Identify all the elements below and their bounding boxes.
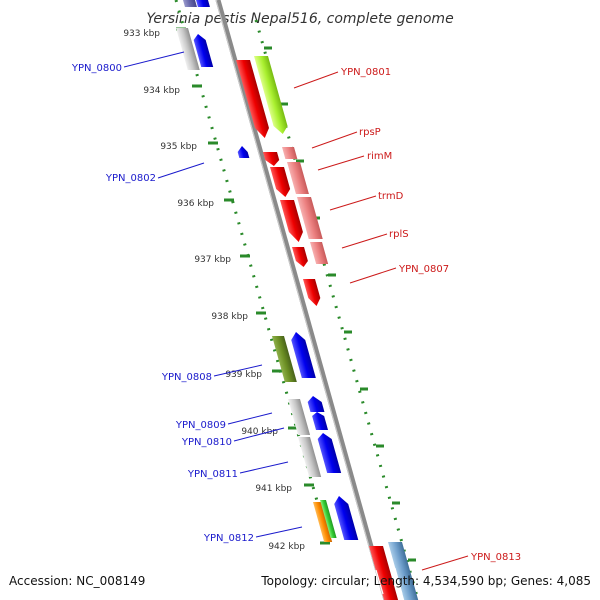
gene-label-ypn-0801[interactable]: YPN_0801: [340, 67, 391, 78]
gene-rpsp-red: [263, 152, 280, 166]
gene-ypn-0812-orange: [313, 502, 333, 542]
gene-label-ypn-0800[interactable]: YPN_0800: [71, 63, 122, 74]
gene-label-ypn-0802[interactable]: YPN_0802: [105, 173, 156, 184]
gene-label-ypn-0812[interactable]: YPN_0812: [203, 533, 254, 544]
genome-backbone: [215, 0, 389, 600]
gene-label-trmd[interactable]: trmD: [378, 191, 404, 202]
topology-text: Topology: circular; Length: 4,534,590 bp…: [260, 574, 591, 588]
gene-ypn-0809-blue: [307, 396, 325, 412]
kbp-label: 939 kbp: [225, 370, 262, 380]
left-gene-labels: YPN_0800 YPN_0802 YPN_0808 YPN_0809 YPN_…: [71, 63, 254, 544]
accession-text: Accession: NC_008149: [9, 574, 145, 588]
kbp-labels: 933 kbp 934 kbp 935 kbp 936 kbp 937 kbp …: [123, 29, 305, 552]
gene-label-ypn-0808[interactable]: YPN_0808: [161, 372, 212, 383]
genome-backbone-highlight: [215, 0, 385, 600]
gene-ypn-0812-blue: [334, 496, 359, 540]
gene-label-ypn-0807[interactable]: YPN_0807: [398, 264, 449, 275]
gene-trmd-pink: [297, 197, 323, 239]
kbp-label: 933 kbp: [123, 29, 160, 39]
gene-label-rpsp[interactable]: rpsP: [359, 127, 381, 138]
gene-ypn-0810-blue: [312, 412, 329, 430]
gene-ypn-0801-red: [236, 60, 269, 138]
kbp-label: 937 kbp: [194, 255, 231, 265]
gene-ypn-0808-olive: [272, 336, 297, 382]
gene-ypn-0809-gray: [288, 399, 311, 435]
kbp-label: 936 kbp: [177, 199, 214, 209]
gene-rpls-pink: [310, 242, 329, 264]
kbp-label: 934 kbp: [143, 86, 180, 96]
kbp-label: 938 kbp: [211, 312, 248, 322]
kbp-label: 941 kbp: [255, 484, 292, 494]
gene-ypn-0800-blue: [193, 34, 214, 67]
gene-ypn-0808-blue: [291, 332, 316, 378]
gene-top-partial-slate: [183, 0, 197, 7]
gene-ypn-0802-small: [237, 146, 250, 158]
left-leader-lines: [123, 51, 303, 538]
gene-label-ypn-0811[interactable]: YPN_0811: [187, 469, 238, 480]
gene-ypn-0807-red: [303, 279, 321, 306]
gene-label-rpls[interactable]: rplS: [389, 229, 409, 240]
gene-rpsp-pink: [282, 147, 298, 159]
right-leader-lines: [293, 71, 469, 571]
gene-ypn-0811-blue: [317, 433, 342, 473]
gene-label-ypn-0810[interactable]: YPN_0810: [181, 437, 232, 448]
gene-ypn-0800-gray: [176, 28, 200, 70]
gene-ypn-0812-green: [320, 500, 337, 538]
gene-label-ypn-0809[interactable]: YPN_0809: [175, 420, 226, 431]
gene-ypn-0813-stripes: [375, 567, 403, 595]
gene-ypn-0801-lime: [254, 56, 288, 134]
gene-ypn-0813-steel: [388, 542, 419, 600]
gene-label-rimm[interactable]: rimM: [367, 151, 392, 162]
gene-trmd-red: [280, 200, 303, 242]
kbp-label: 942 kbp: [268, 542, 305, 552]
gene-rpls-red: [292, 247, 308, 267]
kbp-label: 940 kbp: [241, 427, 278, 437]
right-gene-labels: YPN_0801 rpsP rimM trmD rplS YPN_0807 YP…: [340, 67, 521, 563]
gene-top-partial-blue: [196, 0, 210, 7]
gene-rimm-pink: [287, 162, 309, 194]
gene-ypn-0811-gray: [298, 437, 322, 477]
gene-label-ypn-0813[interactable]: YPN_0813: [470, 552, 521, 563]
gene-ypn-0813-red: [369, 546, 399, 600]
genome-title: Yersinia pestis Nepal516, complete genom…: [146, 11, 453, 27]
gene-rimm-red: [270, 167, 291, 197]
kbp-label: 935 kbp: [160, 142, 197, 152]
